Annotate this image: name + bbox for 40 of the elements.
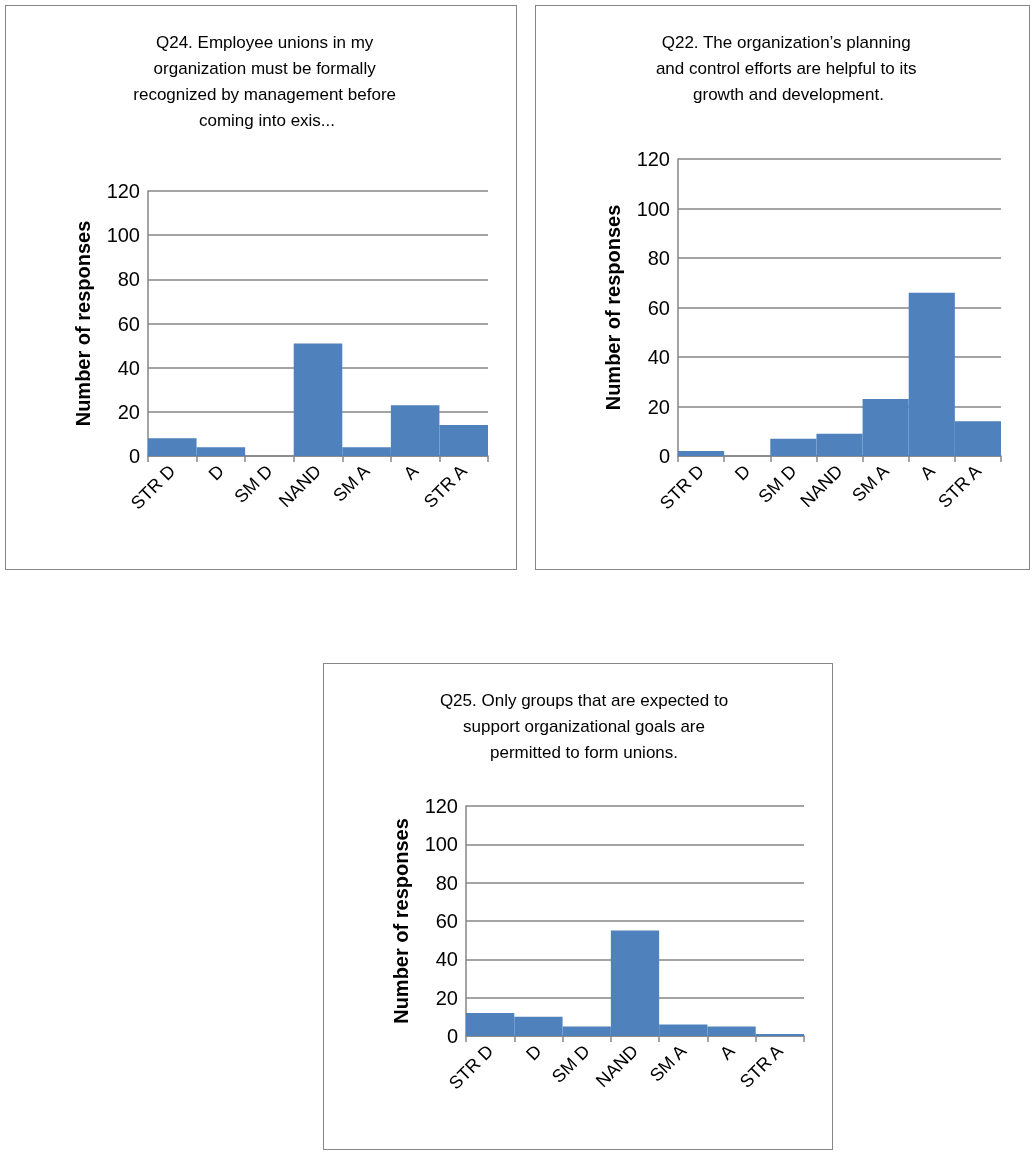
x-tick-label: STR A (736, 1040, 787, 1092)
chart-title: Q24. Employee unions in my organization must be formally recognized by management before coming into exis... (133, 32, 401, 130)
y-tick-label: 120 (106, 180, 140, 202)
x-tick-label: SM A (645, 1040, 691, 1086)
x-tick-label: SM D (547, 1040, 594, 1087)
y-tick-label: 20 (647, 395, 670, 418)
y-tick-label: 80 (647, 247, 670, 269)
y-tick-label: 0 (128, 445, 140, 467)
x-tick-label: SM A (848, 460, 893, 506)
y-tick-label: 0 (658, 445, 670, 467)
y-tick-label: 100 (636, 197, 670, 220)
x-tick-label: D (204, 460, 228, 485)
y-tick-label: 60 (435, 910, 458, 932)
x-tick-label: SM A (329, 460, 374, 506)
y-tick-label: 20 (117, 400, 140, 423)
y-tick-label: 60 (647, 296, 670, 319)
y-tick-label: 120 (424, 795, 458, 817)
x-tick-label: D (522, 1040, 546, 1065)
bar (678, 451, 725, 456)
y-tick-label: 80 (117, 268, 140, 291)
y-tick-label: 0 (446, 1025, 458, 1047)
x-tick-label: D (730, 460, 755, 485)
y-tick-label: 120 (636, 148, 670, 170)
x-tick-label: A (916, 460, 939, 484)
y-axis-title: Number of responses (390, 818, 412, 1024)
y-tick-label: 40 (435, 948, 458, 971)
x-tick-label: SM D (754, 460, 801, 507)
chart-title: Q25. Only groups that are expected to support organizational goals are permitted to form unions. (439, 690, 729, 762)
y-tick-label: 20 (435, 986, 458, 1009)
y-axis-title: Number of responses (602, 204, 624, 411)
x-tick-label: SM D (230, 460, 277, 507)
y-tick-label: 100 (106, 224, 140, 247)
x-tick-label: A (716, 1040, 739, 1064)
y-axis-title: Number of responses (72, 220, 94, 427)
y-tick-label: 80 (435, 871, 458, 894)
y-tick-label: 100 (424, 833, 458, 856)
y-tick-label: 40 (647, 346, 670, 368)
y-tick-label: 60 (117, 312, 140, 335)
chart-title: Q22. The organization’s planning and control efforts are helpful to its growth and development. (655, 32, 922, 104)
y-tick-label: 40 (117, 356, 140, 379)
